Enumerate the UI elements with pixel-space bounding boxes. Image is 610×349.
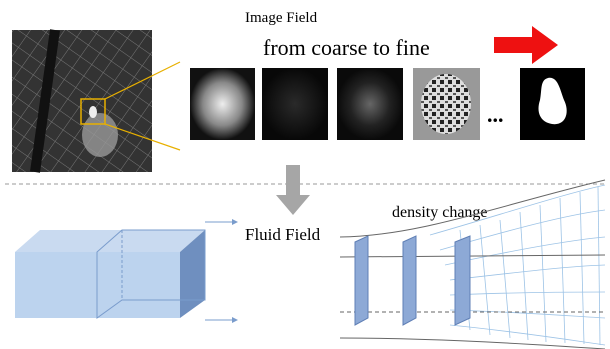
thumbnails: [190, 68, 585, 140]
image-field-subtitle: from coarse to fine: [263, 35, 430, 60]
red-arrow: [494, 26, 558, 64]
image-field-title: Image Field: [245, 10, 318, 26]
fluid-box: [15, 230, 205, 318]
arrow-head: [232, 219, 238, 225]
arrow-head: [232, 317, 238, 323]
ellipsis: ...: [487, 102, 504, 127]
fluid-field-label: Fluid Field: [245, 225, 321, 244]
down-arrow: [276, 165, 310, 215]
source-image: [12, 30, 152, 172]
diagram: Image Field from coarse to fine ... Flui…: [0, 0, 610, 349]
density-annotation: density change: [392, 204, 488, 221]
